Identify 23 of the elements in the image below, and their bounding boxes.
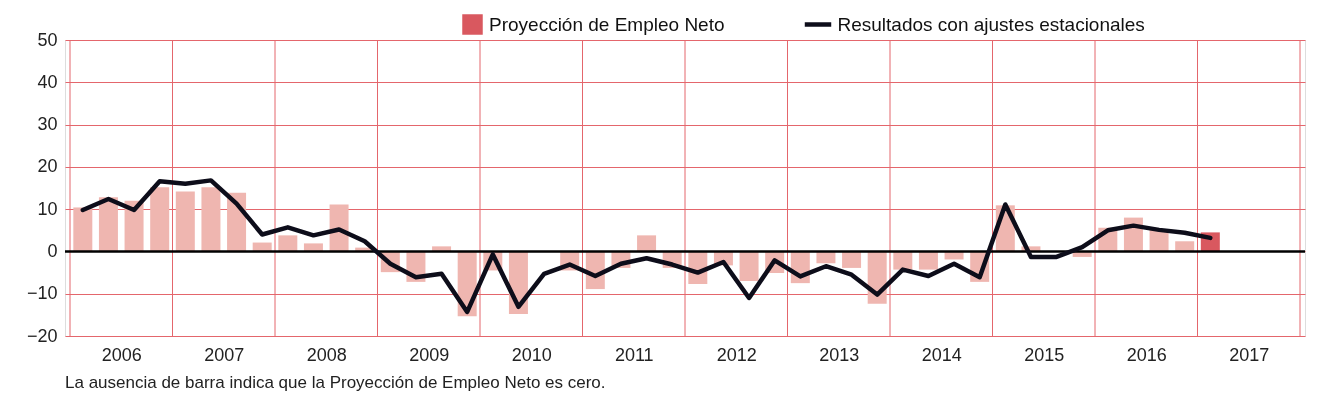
x-tick-label: 2010: [511, 344, 552, 365]
x-tick-label: 2015: [1024, 344, 1065, 365]
legend-label: Proyección de Empleo Neto: [489, 13, 725, 35]
x-tick-label: 2016: [1126, 344, 1167, 365]
y-tick-label: 30: [37, 114, 58, 135]
x-tick-label: 2008: [306, 344, 347, 365]
y-tick-label: −20: [26, 325, 58, 346]
x-tick-label: 2011: [614, 344, 654, 365]
y-tick-label: −10: [26, 283, 58, 304]
y-tick-label: 10: [37, 198, 58, 219]
text: La ausencia de barra indica que la Proyección de Empleo Neto es cero.: [65, 373, 606, 392]
x-tick-label: 2013: [819, 344, 860, 365]
x-tick-label: 2006: [101, 344, 142, 365]
x-tick-label: 2017: [1229, 344, 1270, 365]
x-tick-label: 2012: [716, 344, 757, 365]
legend-label: Resultados con ajustes estacionales: [837, 13, 1145, 35]
y-tick-label: 50: [37, 29, 58, 50]
x-tick-label: 2014: [921, 344, 962, 365]
y-tick-label: 0: [47, 240, 58, 261]
y-tick-label: 20: [37, 156, 58, 177]
x-tick-label: 2009: [409, 344, 450, 365]
x-tick-label: 2007: [204, 344, 245, 365]
y-tick-label: 40: [37, 71, 58, 92]
